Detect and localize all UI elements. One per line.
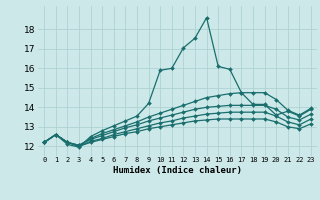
X-axis label: Humidex (Indice chaleur): Humidex (Indice chaleur) [113, 166, 242, 175]
